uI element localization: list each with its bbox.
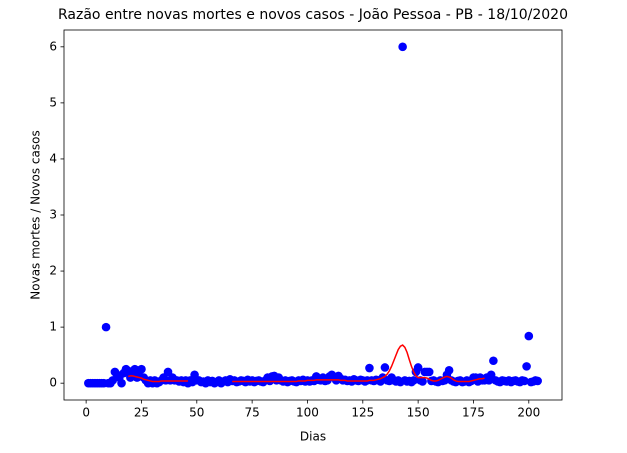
x-tick-label: 75	[244, 406, 259, 420]
x-tick-label: 175	[462, 406, 485, 420]
data-point	[137, 364, 146, 374]
x-tick-label: 100	[296, 406, 319, 420]
y-axis-label: Novas mortes / Novos casos	[29, 130, 43, 299]
y-tick-label: 3	[49, 208, 57, 222]
data-point	[522, 362, 531, 371]
x-tick-label: 25	[134, 406, 149, 420]
data-point	[101, 322, 111, 332]
chart-title: Razão entre novas mortes e novos casos -…	[58, 7, 568, 23]
x-tick-label: 200	[517, 406, 540, 420]
data-point	[424, 367, 434, 377]
y-tick-label: 6	[49, 39, 57, 53]
data-point	[533, 376, 542, 386]
y-tick-label: 5	[49, 95, 57, 109]
x-tick-label: 50	[189, 406, 204, 420]
data-point	[117, 378, 126, 388]
y-tick-label: 1	[49, 320, 57, 334]
data-point	[520, 376, 529, 386]
data-point	[489, 356, 498, 366]
data-point	[365, 363, 374, 373]
data-point	[418, 377, 427, 386]
plot-frame	[63, 29, 563, 401]
data-point	[380, 363, 390, 372]
data-point	[409, 376, 419, 385]
x-tick-label: 150	[407, 406, 430, 420]
y-tick-label: 0	[49, 376, 57, 390]
y-tick-label: 4	[49, 151, 57, 165]
data-point	[398, 42, 407, 52]
x-axis-label: Dias	[300, 430, 326, 444]
y-tick-label: 2	[49, 264, 57, 278]
data-point	[444, 365, 454, 375]
trend-line	[128, 344, 485, 383]
x-tick-label: 125	[351, 406, 374, 420]
data-point	[524, 331, 534, 341]
data-point	[413, 363, 423, 372]
x-tick-label: 0	[82, 406, 90, 420]
